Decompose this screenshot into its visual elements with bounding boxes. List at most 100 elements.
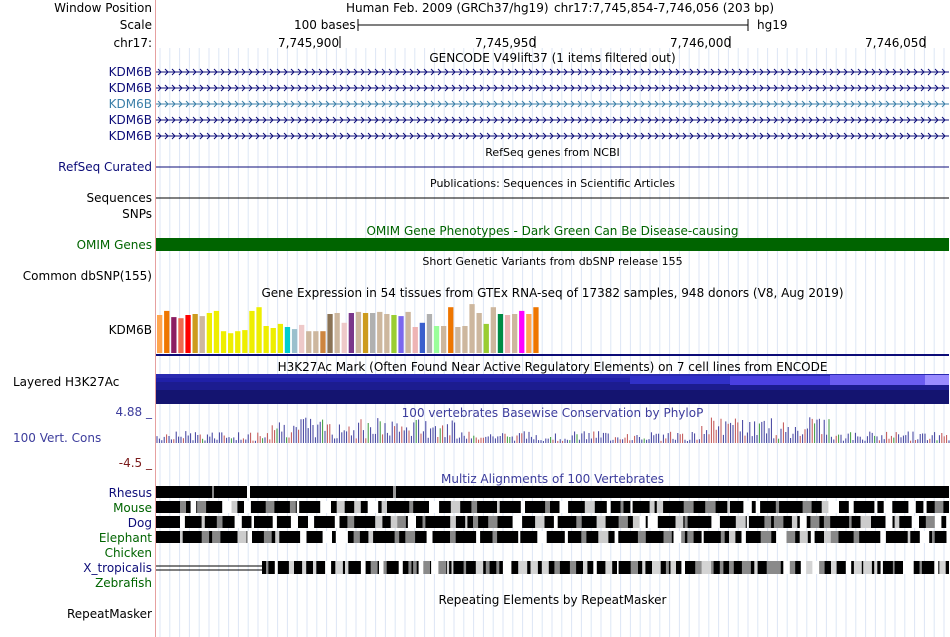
multiz-species-label[interactable]: X_tropicalis	[83, 561, 152, 575]
multiz-species-label[interactable]: Zebrafish	[95, 576, 152, 590]
gtex-tissue-bar	[490, 307, 496, 353]
gtex-tissue-bar	[469, 304, 475, 353]
cons-ymax-label: 4.88 _	[115, 405, 152, 419]
dbsnp-track-title[interactable]: Short Genetic Variants from dbSNP releas…	[422, 255, 683, 268]
gencode-track-title[interactable]: GENCODE V49lift37 (1 items filtered out)	[429, 51, 676, 65]
refseq-label[interactable]: RefSeq Curated	[58, 160, 152, 174]
publications-sequences-label[interactable]: Sequences	[86, 191, 152, 205]
assembly-text: Human Feb. 2009 (GRCh37/hg19)	[346, 1, 549, 15]
gtex-gene-label[interactable]: KDM6B	[108, 323, 152, 337]
gencode-transcript	[156, 132, 949, 140]
gtex-tissue-bar	[519, 310, 525, 353]
omim-track-title[interactable]: OMIM Gene Phenotypes - Dark Green Can Be…	[366, 224, 739, 238]
multiz-species-label[interactable]: Mouse	[113, 501, 152, 515]
gtex-tissue-bar	[391, 315, 397, 353]
gtex-tissue-bar	[384, 314, 390, 353]
multiz-species-label[interactable]: Chicken	[104, 546, 152, 560]
gencode-transcript	[156, 68, 949, 76]
gtex-tissue-bar	[341, 322, 347, 353]
gtex-tissue-bar	[483, 323, 489, 353]
gencode-gene-label[interactable]: KDM6B	[108, 81, 152, 95]
h3k27ac-label[interactable]: Layered H3K27Ac	[13, 375, 120, 389]
omim-bar	[156, 238, 949, 251]
gencode-track-area[interactable]	[156, 64, 949, 144]
refseq-track-title[interactable]: RefSeq genes from NCBI	[485, 146, 620, 159]
gtex-tissue-bar	[291, 329, 298, 353]
multiz-species-label[interactable]: Rhesus	[108, 486, 152, 500]
gencode-transcript	[156, 84, 949, 92]
gtex-tissue-bar	[348, 313, 354, 353]
gtex-tissue-bar	[405, 311, 411, 353]
gtex-tissue-bar	[277, 323, 283, 353]
omim-label[interactable]: OMIM Genes	[76, 238, 152, 252]
cons-label[interactable]: 100 Vert. Cons	[13, 431, 102, 445]
gtex-tissue-bar	[377, 311, 383, 353]
gtex-tissue-bar	[526, 314, 532, 353]
gtex-tissue-bar	[206, 313, 212, 353]
repeatmasker-label[interactable]: RepeatMasker	[66, 607, 152, 621]
gtex-tissue-bar	[512, 314, 518, 353]
scale-bases-text: 100 bases	[294, 18, 356, 32]
window-position-label[interactable]: Window Position	[54, 1, 152, 15]
gtex-tissue-bar	[185, 315, 191, 353]
gtex-tissue-bar	[220, 331, 227, 353]
gtex-tissue-bar	[448, 307, 454, 353]
gtex-tissue-bar	[433, 326, 440, 353]
cons-ymin-label: -4.5 _	[118, 456, 152, 470]
gtex-tissue-bar	[355, 311, 362, 353]
multiz-alignments	[156, 486, 950, 574]
label-separator	[155, 0, 156, 637]
cons-track-title[interactable]: 100 vertebrates Basewise Conservation by…	[401, 406, 704, 420]
gtex-tissue-bar	[299, 324, 305, 353]
gtex-tissue-bar	[249, 310, 255, 353]
gtex-tissue-bar	[476, 313, 482, 353]
gtex-tissue-bar	[441, 326, 447, 353]
gtex-tissue-bar	[235, 331, 241, 353]
publications-track-title[interactable]: Publications: Sequences in Scientific Ar…	[430, 177, 675, 190]
gencode-gene-label[interactable]: KDM6B	[108, 65, 152, 79]
h3k27ac-track-title[interactable]: H3K27Ac Mark (Often Found Near Active Re…	[277, 360, 828, 374]
h3k27ac-signal	[156, 374, 949, 404]
publications-snps-label[interactable]: SNPs	[122, 207, 152, 221]
gtex-tissue-bar	[199, 316, 205, 353]
gtex-tissue-bar	[419, 322, 425, 353]
multiz-species-label[interactable]: Elephant	[98, 531, 152, 545]
gencode-transcript	[156, 116, 949, 124]
gtex-tissue-bar	[213, 310, 220, 353]
gtex-tissue-bar	[455, 327, 461, 353]
gtex-tissue-bar	[533, 307, 539, 353]
gtex-tissue-bar	[306, 331, 312, 353]
gencode-gene-label[interactable]: KDM6B	[108, 97, 152, 111]
gtex-tissue-bar	[320, 331, 326, 353]
gtex-tissue-bar	[497, 314, 504, 353]
gtex-tissue-bar	[228, 333, 234, 353]
gtex-tissue-bar	[426, 314, 433, 353]
gencode-gene-label[interactable]: KDM6B	[108, 129, 152, 143]
gtex-track-title[interactable]: Gene Expression in 54 tissues from GTEx …	[261, 286, 844, 300]
scale-label[interactable]: Scale	[119, 18, 152, 32]
gtex-tissue-bar	[362, 313, 369, 353]
dbsnp-label[interactable]: Common dbSNP(155)	[22, 269, 152, 283]
gtex-tissue-bar	[370, 313, 376, 353]
multiz-species-label[interactable]: Dog	[127, 516, 152, 530]
ruler-tick-label: 7,745,900	[278, 36, 340, 50]
gtex-tissue-bar	[171, 317, 177, 353]
gtex-tissue-bar	[164, 310, 170, 353]
gtex-tissue-bar	[242, 330, 248, 353]
gtex-tissue-bar	[462, 326, 468, 353]
gencode-transcript	[156, 100, 949, 108]
gtex-tissue-bar	[270, 328, 276, 353]
ruler-tick-label: 7,745,950	[475, 36, 537, 50]
repeatmasker-track-title[interactable]: Repeating Elements by RepeatMasker	[438, 593, 667, 607]
ruler-tick-label: 7,746,000	[670, 36, 732, 50]
chrom-label[interactable]: chr17:	[113, 36, 152, 50]
ruler-tick-label: 7,746,050	[865, 36, 927, 50]
gtex-tissue-bar	[327, 314, 333, 353]
multiz-track-title[interactable]: Multiz Alignments of 100 Vertebrates	[440, 472, 665, 486]
gtex-tissue-bar	[263, 326, 269, 353]
gtex-tissue-bar	[256, 307, 262, 353]
scale-db-text: hg19	[757, 18, 788, 32]
gencode-gene-label[interactable]: KDM6B	[108, 113, 152, 127]
